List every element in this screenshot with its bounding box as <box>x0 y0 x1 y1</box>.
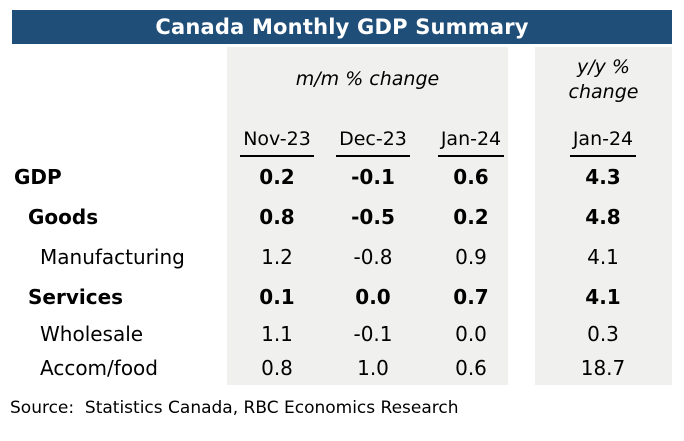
cell-dec23: 0.0 <box>355 285 391 309</box>
yy-group-header-line2: change <box>568 81 639 103</box>
source-note: Source: Statistics Canada, RBC Economics… <box>10 398 459 418</box>
column-header-nov23: Nov-23 <box>230 124 324 157</box>
yy-group-header-line1: y/y % <box>577 56 630 78</box>
cell-jan24-mm: 0.6 <box>453 165 489 189</box>
column-header-row: Nov-23 Dec-23 Jan-24 Jan-24 <box>0 124 684 157</box>
row-label: Services <box>28 285 124 309</box>
row-label: Goods <box>28 205 99 229</box>
cell-jan24-mm: 0.7 <box>453 285 489 309</box>
table-row-services: Services 0.1 0.0 0.7 4.1 <box>0 278 684 316</box>
cell-nov23: 0.8 <box>261 356 293 380</box>
cell-nov23: 1.2 <box>261 245 293 269</box>
column-header-dec23: Dec-23 <box>326 124 420 157</box>
cell-jan24-yy: 4.1 <box>587 245 619 269</box>
title-bar: Canada Monthly GDP Summary <box>12 10 672 44</box>
cell-jan24-mm: 0.2 <box>453 205 489 229</box>
cell-dec23: -0.1 <box>351 165 395 189</box>
cell-dec23: -0.8 <box>353 245 393 269</box>
mm-group-header: m/m % change <box>295 68 440 90</box>
cell-jan24-mm: 0.6 <box>455 356 487 380</box>
cell-jan24-yy: 4.8 <box>585 205 621 229</box>
mm-column-band <box>227 47 508 385</box>
cell-nov23: 1.1 <box>261 322 293 346</box>
cell-dec23: 1.0 <box>357 356 389 380</box>
cell-nov23: 0.2 <box>259 165 295 189</box>
cell-jan24-mm: 0.0 <box>455 322 487 346</box>
yy-group-header: y/y % change <box>535 55 672 105</box>
cell-dec23: -0.1 <box>353 322 393 346</box>
row-label: Accom/food <box>40 356 158 380</box>
cell-jan24-yy: 0.3 <box>587 322 619 346</box>
row-label: Manufacturing <box>40 245 185 269</box>
column-header-jan24-yy: Jan-24 <box>556 124 650 157</box>
page-title: Canada Monthly GDP Summary <box>155 15 529 39</box>
cell-nov23: 0.1 <box>259 285 295 309</box>
yy-column-band <box>535 47 672 385</box>
cell-jan24-yy: 4.3 <box>585 165 621 189</box>
cell-jan24-yy: 18.7 <box>580 356 626 380</box>
cell-nov23: 0.8 <box>259 205 295 229</box>
table-row-manufacturing: Manufacturing 1.2 -0.8 0.9 4.1 <box>0 238 684 276</box>
column-header-jan24-mm: Jan-24 <box>424 124 518 157</box>
table-row-wholesale: Wholesale 1.1 -0.1 0.0 0.3 <box>0 315 684 353</box>
cell-jan24-yy: 4.1 <box>585 285 621 309</box>
cell-jan24-mm: 0.9 <box>455 245 487 269</box>
table-row-gdp: GDP 0.2 -0.1 0.6 4.3 <box>0 158 684 196</box>
table-row-goods: Goods 0.8 -0.5 0.2 4.8 <box>0 198 684 236</box>
row-label: GDP <box>14 165 62 189</box>
row-label: Wholesale <box>40 322 144 346</box>
cell-dec23: -0.5 <box>351 205 395 229</box>
table-row-accom-food: Accom/food 0.8 1.0 0.6 18.7 <box>0 349 684 387</box>
